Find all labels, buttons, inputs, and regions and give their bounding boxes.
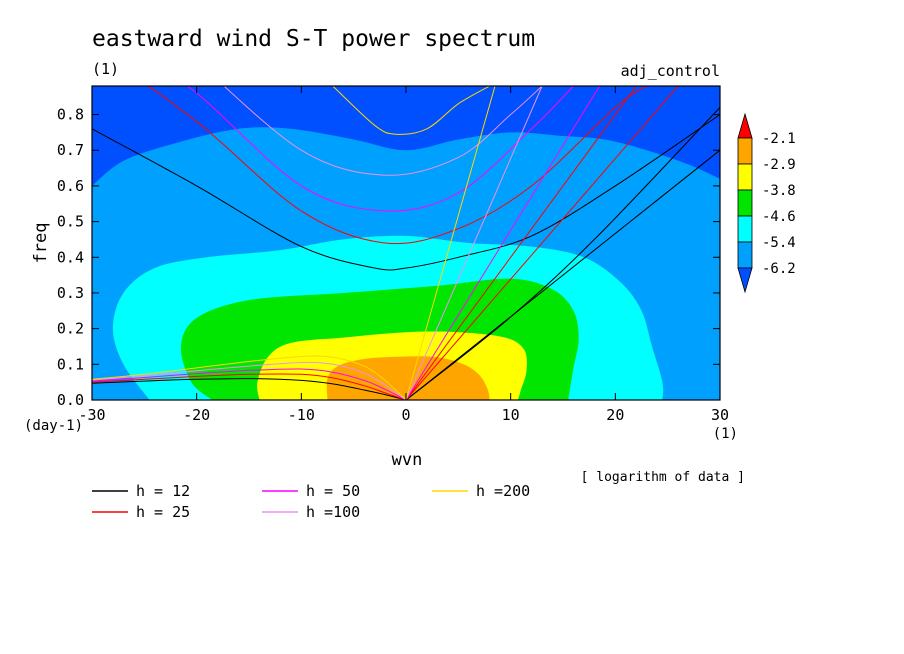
- kelvin-wave-curve-h12-1: [405, 107, 720, 400]
- x-axis-label: wvn: [392, 450, 423, 470]
- kelvin-wave-curve-h50-4: [405, 86, 601, 400]
- legend-label: h = 50: [306, 482, 360, 500]
- x-axis-unit: (1): [713, 426, 738, 442]
- ig-wave-curve-h12-0: [92, 114, 720, 271]
- colorbar-swatch: [737, 163, 753, 191]
- y-axis-label: freq: [31, 223, 51, 264]
- x-tick-label: 10: [502, 406, 520, 424]
- legend-label: h =200: [476, 482, 530, 500]
- y-tick-label: 0.3: [57, 284, 84, 302]
- x-tick-label: 30: [711, 406, 729, 424]
- ig-wave-curve-h50-2: [186, 86, 574, 212]
- y-tick-label: 0.0: [57, 391, 84, 409]
- colorbar-label: -6.2: [762, 261, 796, 277]
- y-tick-label: 0.1: [57, 355, 84, 373]
- y-tick-label: 0.8: [57, 106, 84, 124]
- ig-wave-curve-h25-1: [147, 86, 647, 245]
- colorbar-label: -4.6: [762, 209, 796, 225]
- colorbar-note: [ logarithm of data ]: [581, 470, 745, 485]
- x-tick-label: -10: [288, 406, 315, 424]
- ig-wave-curve-h100-3: [223, 86, 543, 176]
- ig-wave-curve-h200-4: [332, 86, 490, 135]
- dispersion-curves: [92, 86, 720, 400]
- colorbar-swatch: [737, 241, 753, 269]
- dispersion-legend: h = 12 h = 25 h = 50 h =100 h =200: [92, 482, 530, 521]
- colorbar-swatch: [737, 189, 753, 217]
- y-tick-label: 0.4: [57, 248, 84, 266]
- x-tick-label: 0: [401, 406, 410, 424]
- kelvin-wave-curve-h100-5: [405, 86, 543, 400]
- rossby-wave-curve-h200-4: [92, 355, 407, 400]
- x-tick-label: -30: [78, 406, 105, 424]
- colorbar-swatch: [737, 137, 753, 165]
- x-tick-label: -20: [183, 406, 210, 424]
- colorbar-label: -5.4: [762, 235, 796, 251]
- chart-title: eastward wind S-T power spectrum: [92, 26, 535, 52]
- kelvin-wave-curve-h25-3: [405, 86, 637, 400]
- kelvin-wave-curve-h200-6: [405, 86, 496, 400]
- colorbar-swatch: [737, 215, 753, 243]
- colorbar: -2.1 -2.9 -3.8 -4.6 -5.4 -6.2: [737, 112, 796, 294]
- y-tick-label: 0.5: [57, 213, 84, 231]
- colorbar-label: -2.9: [762, 157, 796, 173]
- rossby-wave-curve-h100-3: [92, 361, 407, 400]
- y-tick-label: 0.7: [57, 141, 84, 159]
- rossby-wave-curve-h25-1: [92, 373, 407, 400]
- axes: -30 -20 -10 0 10 20 30 0.0 0.1 0.2 0.3 0.4 0.5 0.6 0.7…: [57, 86, 729, 424]
- kelvin-wave-curve-h12-0: [405, 149, 720, 400]
- legend-label: h = 25: [136, 503, 190, 521]
- y-axis-unit: (day-1): [24, 418, 83, 434]
- colorbar-swatch: [737, 267, 753, 294]
- colorbar-label: -3.8: [762, 183, 796, 199]
- chart-subtitle-right: adj_control: [621, 62, 720, 80]
- y-tick-label: 0.2: [57, 320, 84, 338]
- colorbar-label: -2.1: [762, 131, 796, 147]
- contour-band--7: [301, 86, 511, 111]
- y-tick-label: 0.6: [57, 177, 84, 195]
- rossby-wave-curve-h12-0: [92, 378, 407, 400]
- kelvin-wave-curve-h25-2: [405, 86, 679, 400]
- x-tick-label: 20: [606, 406, 624, 424]
- colorbar-swatch: [737, 112, 753, 139]
- rossby-wave-curve-h50-2: [92, 368, 407, 400]
- legend-label: h = 12: [136, 482, 190, 500]
- legend-label: h =100: [306, 503, 360, 521]
- chart-subtitle-left: (1): [92, 60, 119, 78]
